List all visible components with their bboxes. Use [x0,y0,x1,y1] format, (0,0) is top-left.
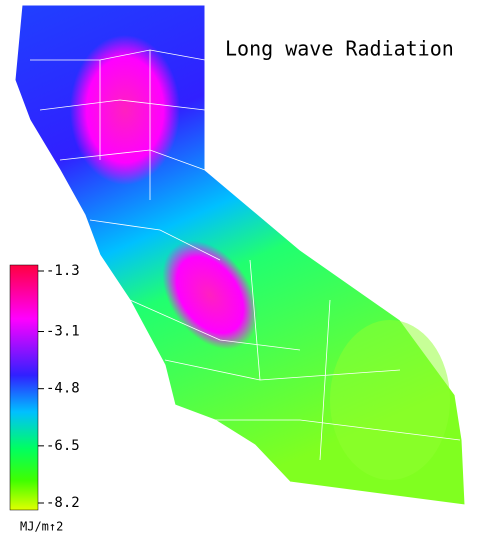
colorbar-tick-label: -8.2 [46,495,80,511]
colorbar-tick-label: -4.8 [46,381,80,397]
low-region [330,320,450,480]
california-map [14,4,466,506]
colorbar-tick-label: -1.3 [46,263,80,279]
high-region [162,240,258,350]
colorbar-unit: MJ/m↑2 [20,520,63,534]
map-title: Long wave Radiation [225,37,454,61]
colorbar [9,264,39,511]
county-lines [30,49,461,461]
high-region [70,35,180,185]
colorbar-tick-label: -3.1 [46,324,80,340]
colorbar-tick-label: -6.5 [46,438,80,454]
